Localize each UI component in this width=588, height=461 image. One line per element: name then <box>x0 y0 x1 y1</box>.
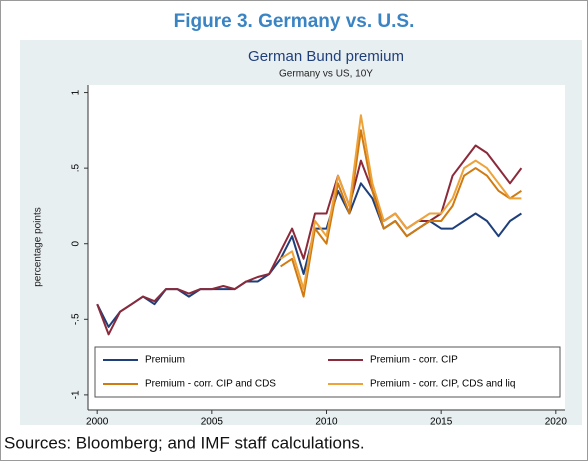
chart-title: German Bund premium <box>248 48 404 65</box>
y-tick-label: -.5 <box>71 313 82 325</box>
legend-label: Premium - corr. CIP, CDS and liq <box>370 379 515 390</box>
y-tick-label: .5 <box>71 164 82 173</box>
x-tick-label: 2000 <box>86 417 109 428</box>
legend-label: Premium - corr. CIP and CDS <box>145 379 276 390</box>
legend-label: Premium - corr. CIP <box>370 355 458 366</box>
legend-label: Premium <box>145 355 185 366</box>
series-line <box>96 144 523 336</box>
chart-subtitle: Germany vs US, 10Y <box>279 69 373 80</box>
x-tick-label: 2020 <box>545 417 568 428</box>
x-tick-label: 2015 <box>430 417 453 428</box>
y-tick-label: 0 <box>71 241 82 247</box>
figure-title: Figure 3. Germany vs. U.S. <box>174 11 415 32</box>
x-tick-label: 2005 <box>201 417 224 428</box>
y-tick-label: 1 <box>71 89 82 95</box>
series-line <box>280 129 522 298</box>
y-tick-label: -1 <box>71 390 82 399</box>
y-axis-label: percentage points <box>33 207 44 287</box>
legend-box <box>94 346 561 398</box>
x-tick-label: 2010 <box>315 417 338 428</box>
series-line <box>280 114 522 291</box>
source-note: Sources: Bloomberg; and IMF staff calcul… <box>4 433 365 452</box>
